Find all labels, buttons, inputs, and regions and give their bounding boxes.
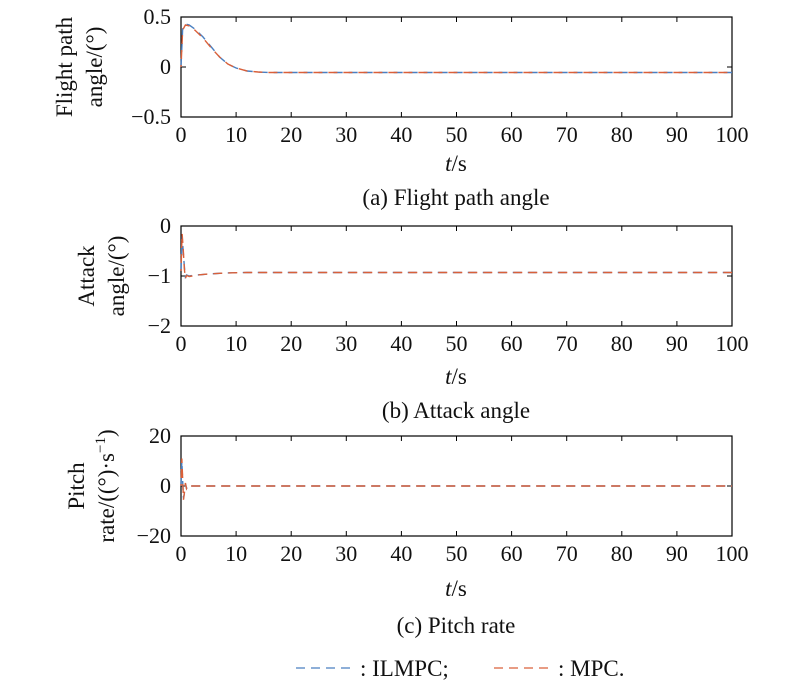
panel-b-series-ilmpc — [180, 235, 732, 280]
panel-b-xtick-label: 50 — [446, 331, 468, 356]
panel-b-ticks: 0 10 20 30 40 50 60 70 80 90 100 0 −1 −2 — [148, 213, 749, 356]
panel-b-xlabel-var: t — [445, 364, 452, 389]
panel-c-xlabel-var: t — [445, 576, 452, 601]
panel-c-xtick-label: 90 — [666, 541, 688, 566]
legend-mpc-label: : MPC. — [558, 656, 624, 681]
panel-b-series-mpc — [180, 233, 732, 279]
panel-a-ylabel-line1: Flight path — [52, 16, 77, 117]
panel-a-xtick-label: 60 — [501, 122, 523, 147]
panel-a-series-ilmpc — [180, 23, 732, 74]
panel-c-xlabel-unit: /s — [452, 576, 467, 601]
panel-a-ytick-label: 0 — [160, 54, 171, 79]
panel-b-xtick-label: 30 — [335, 331, 357, 356]
panel-c-xtick-label: 70 — [556, 541, 578, 566]
panel-a-series — [180, 23, 732, 74]
panel-b-caption: (b) Attack angle — [382, 398, 530, 423]
panel-b-ytick-label: −1 — [148, 263, 171, 288]
panel-b-xtick-label: 100 — [716, 331, 749, 356]
panel-c-ylabel-line1: Pitch — [64, 462, 89, 510]
panel-b-xlabel-unit: /s — [452, 364, 467, 389]
panel-c-xtick-label: 20 — [280, 541, 302, 566]
panel-a-ylabel-line2: angle/(°) — [82, 27, 107, 108]
panel-a-xtick-label: 70 — [556, 122, 578, 147]
panel-b-xlabel: t/s — [445, 364, 467, 389]
panel-b-xtick-label: 20 — [280, 331, 302, 356]
panel-a-xtick-label: 30 — [335, 122, 357, 147]
panel-a-xtick-label: 80 — [611, 122, 633, 147]
panel-c-ytick-label: 0 — [160, 473, 171, 498]
panel-a-xtick-label: 50 — [446, 122, 468, 147]
panel-a-caption: (a) Flight path angle — [362, 185, 549, 210]
panel-a-xtick-label: 90 — [666, 122, 688, 147]
panel-b-ytick-label: −2 — [148, 313, 171, 338]
panel-c-ytick-label: 20 — [149, 423, 171, 448]
panel-c-ylabel-line2: rate/((°)·s−1) — [93, 429, 119, 542]
panel-b-xtick-label: 10 — [225, 331, 247, 356]
panel-c-series — [180, 458, 732, 500]
panel-c-ylabel-prefix: rate/((°)·s — [94, 453, 119, 543]
panel-c-xtick-label: 80 — [611, 541, 633, 566]
panel-a-xlabel: t/s — [445, 151, 467, 176]
panel-c-series-ilmpc — [180, 460, 732, 499]
panel-c-xtick-label: 30 — [335, 541, 357, 566]
panel-c-series-mpc — [180, 458, 732, 500]
panel-c-ylabel-suffix: ) — [94, 429, 119, 437]
panel-a-xtick-label: 100 — [716, 122, 749, 147]
panel-c-caption: (c) Pitch rate — [397, 613, 516, 638]
panel-b-xtick-label: 0 — [176, 331, 187, 356]
panel-b-xtick-label: 70 — [556, 331, 578, 356]
panel-c-ytick-label: −20 — [137, 523, 171, 548]
panel-b-xtick-label: 90 — [666, 331, 688, 356]
panel-a-ytick-label: 0.5 — [144, 4, 172, 29]
panel-c-xtick-label: 60 — [501, 541, 523, 566]
panel-b-xtick-label: 80 — [611, 331, 633, 356]
panel-a-xtick-label: 40 — [390, 122, 412, 147]
panel-b-xtick-label: 60 — [501, 331, 523, 356]
panel-a-xtick-label: 20 — [280, 122, 302, 147]
panel-a-xtick-label: 10 — [225, 122, 247, 147]
panel-a-series-mpc — [180, 24, 732, 74]
panel-b-ylabel-line2: angle/(°) — [104, 236, 129, 317]
legend: : ILMPC; : MPC. — [296, 656, 624, 681]
panel-b-xtick-label: 40 — [390, 331, 412, 356]
panel-c-xtick-label: 50 — [446, 541, 468, 566]
panel-a-xtick-label: 0 — [176, 122, 187, 147]
panel-c-xtick-label: 40 — [390, 541, 412, 566]
panel-b-series — [180, 233, 732, 280]
panel-b-ytick-label: 0 — [160, 213, 171, 238]
panel-c-xtick-label: 0 — [176, 541, 187, 566]
panel-a-xlabel-var: t — [445, 151, 452, 176]
panel-b-attack-angle: 0 10 20 30 40 50 60 70 80 90 100 0 −1 −2 Attack angle… — [74, 213, 749, 423]
panel-a-ytick-label: −0.5 — [131, 104, 171, 129]
panel-b-axes-frame — [180, 225, 733, 327]
panel-b-ylabel-line1: Attack — [74, 245, 99, 307]
panel-c-ylabel-superscript: −1 — [93, 437, 109, 453]
legend-ilmpc-label: : ILMPC; — [360, 656, 449, 681]
panel-c-xtick-label: 100 — [716, 541, 749, 566]
panel-a-xlabel-unit: /s — [452, 151, 467, 176]
panel-a-axes-frame — [180, 16, 733, 118]
panel-c-xtick-label: 10 — [225, 541, 247, 566]
panel-c-xlabel: t/s — [445, 576, 467, 601]
